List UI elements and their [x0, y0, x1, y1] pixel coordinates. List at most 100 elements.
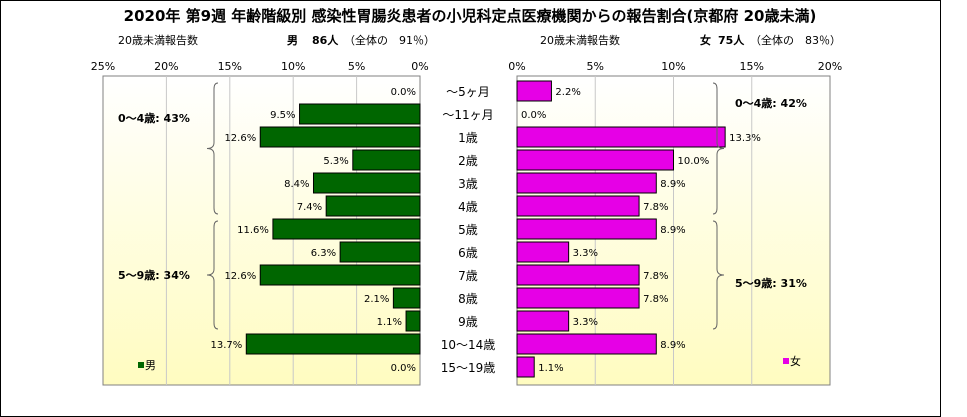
group-bracket	[206, 220, 219, 330]
female-bar	[516, 149, 674, 171]
age-category-label: 2歳	[458, 154, 478, 168]
female-count-label: 20歳未満報告数	[540, 34, 620, 47]
female-group-label: 0～4歳: 42%	[735, 96, 807, 110]
male-bar	[259, 126, 421, 148]
male-value-label: 8.4%	[284, 179, 309, 190]
male-share-note: （全体の 91％）	[344, 33, 435, 47]
female-value-label: 8.9%	[660, 225, 685, 236]
female-value-label: 8.9%	[660, 340, 685, 351]
female-value-label: 7.8%	[643, 294, 668, 305]
female-bar	[516, 126, 726, 148]
female-gender-label: 女	[700, 33, 711, 47]
chart-title: 2020年 第9週 年齢階級別 感染性胃腸炎患者の小児科定点医療機関からの報告割…	[124, 7, 817, 25]
female-bar	[516, 195, 640, 217]
male-x-tick-label: 0%	[411, 60, 428, 73]
male-bar	[339, 241, 421, 263]
male-group-label: 0～4歳: 43%	[118, 111, 190, 125]
age-category-label: 15～19歳	[441, 361, 496, 375]
male-value-label: 6.3%	[311, 248, 336, 259]
female-value-label: 1.1%	[538, 363, 563, 374]
female-bar	[516, 241, 570, 263]
male-value-label: 1.1%	[377, 317, 402, 328]
male-legend-swatch	[138, 362, 144, 368]
male-value-label: 12.6%	[224, 133, 256, 144]
group-bracket	[712, 220, 725, 330]
female-x-tick-label: 5%	[587, 60, 604, 73]
female-bar	[516, 356, 535, 378]
female-bar	[516, 287, 640, 309]
age-category-label: 10～14歳	[441, 338, 496, 352]
age-category-label: 6歳	[458, 246, 478, 260]
female-x-tick-label: 10%	[661, 60, 685, 73]
female-value-label: 7.8%	[643, 202, 668, 213]
male-value-label: 7.4%	[297, 202, 322, 213]
male-x-tick-label: 5%	[348, 60, 365, 73]
male-bars: 0.0% 9.5% 12.6% 5.3% 8.4% 7.4% 11.6% 6.3% 12.6% 2…	[211, 87, 421, 374]
male-value-label: 5.3%	[323, 156, 348, 167]
male-value-label: 11.6%	[237, 225, 269, 236]
male-bar	[312, 172, 421, 194]
group-bracket	[206, 82, 219, 215]
male-count-label: 20歳未満報告数	[118, 34, 198, 47]
female-bar	[516, 264, 640, 286]
female-bar	[516, 172, 657, 194]
female-value-label: 10.0%	[678, 156, 710, 167]
female-value-label: 7.8%	[643, 271, 668, 282]
male-value-label: 12.6%	[224, 271, 256, 282]
age-category-label: ～5ヶ月	[446, 85, 490, 99]
group-bracket	[712, 82, 725, 215]
male-bar	[325, 195, 421, 217]
male-axis-ticks: 25% 20% 15% 10% 5% 0%	[91, 60, 429, 73]
female-value-label: 2.2%	[555, 87, 580, 98]
male-count-value: 86人	[312, 33, 339, 47]
male-group-brackets: 0～4歳: 43% 5～9歳: 34%	[118, 82, 219, 330]
female-axis-ticks: 0% 5% 10% 15% 20%	[508, 60, 842, 73]
female-bars: 2.2% 0.0% 13.3% 10.0% 8.9% 7.8% 8.9% 3.3% 7.8% 7.…	[516, 80, 761, 378]
male-legend-label: 男	[145, 359, 156, 372]
female-share-note: （全体の 83％）	[750, 33, 841, 47]
female-value-label: 8.9%	[660, 179, 685, 190]
female-value-label: 3.3%	[573, 317, 598, 328]
age-category-label: 7歳	[458, 269, 478, 283]
age-category-label: 8歳	[458, 292, 478, 306]
age-category-label: 9歳	[458, 315, 478, 329]
male-x-tick-label: 10%	[281, 60, 305, 73]
male-x-tick-label: 20%	[154, 60, 178, 73]
male-value-label: 2.1%	[364, 294, 389, 305]
male-group-label: 5～9歳: 34%	[118, 268, 190, 282]
female-bar	[516, 333, 657, 355]
male-bar	[392, 287, 421, 309]
age-category-label: 3歳	[458, 177, 478, 191]
female-value-label: 13.3%	[729, 133, 761, 144]
male-bar	[259, 264, 421, 286]
female-x-tick-label: 0%	[508, 60, 525, 73]
female-legend-swatch	[783, 358, 789, 364]
age-category-label: 1歳	[458, 131, 478, 145]
male-x-tick-label: 15%	[218, 60, 242, 73]
female-count-value: 75人	[718, 33, 745, 47]
female-x-tick-label: 20%	[818, 60, 842, 73]
male-bar	[245, 333, 421, 355]
male-value-label: 0.0%	[391, 363, 416, 374]
male-bar	[299, 103, 421, 125]
age-category-label: ～11ヶ月	[442, 108, 493, 122]
female-bar	[516, 218, 657, 240]
female-group-brackets: 0～4歳: 42% 5～9歳: 31%	[712, 82, 807, 330]
male-value-label: 13.7%	[211, 340, 243, 351]
female-legend-label: 女	[790, 354, 801, 368]
male-bar	[272, 218, 421, 240]
male-gender-label: 男	[287, 34, 298, 47]
male-value-label: 9.5%	[270, 110, 295, 121]
male-bar	[405, 310, 421, 332]
female-group-label: 5～9歳: 31%	[735, 276, 807, 290]
age-category-labels: ～5ヶ月 ～11ヶ月 1歳 2歳 3歳 4歳 5歳 6歳 7歳 8歳 9歳 10～14歳 15～19歳	[441, 85, 496, 375]
male-value-label: 0.0%	[391, 87, 416, 98]
age-category-label: 5歳	[458, 223, 478, 237]
female-bar	[516, 80, 552, 102]
male-bar	[352, 149, 421, 171]
age-category-label: 4歳	[458, 200, 478, 214]
male-x-tick-label: 25%	[91, 60, 115, 73]
female-value-label: 3.3%	[573, 248, 598, 259]
